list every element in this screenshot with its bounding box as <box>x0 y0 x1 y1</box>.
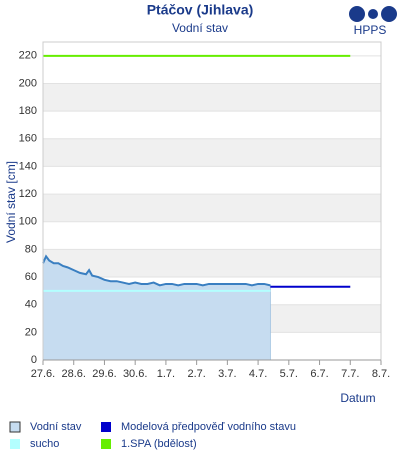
grid-band <box>43 194 381 222</box>
y-tick-label: 0 <box>31 354 37 366</box>
x-tick-label: 8.7. <box>372 368 390 380</box>
y-axis-label: Vodní stav [cm] <box>4 161 18 243</box>
chart-subtitle: Vodní stav <box>172 21 228 35</box>
x-tick-label: 2.7. <box>187 368 205 380</box>
logo-shape <box>349 6 365 22</box>
legend-item: sucho <box>10 438 59 450</box>
y-tick-label: 200 <box>19 77 37 89</box>
chart-title: Ptáčov (Jihlava) <box>147 2 254 18</box>
logo-text: HPPS <box>354 23 387 37</box>
grid-band <box>43 249 381 278</box>
logo: HPPS <box>349 6 397 37</box>
grid-band <box>43 83 381 112</box>
legend-swatch <box>101 439 111 449</box>
y-tick-label: 80 <box>25 243 37 255</box>
logo-shape <box>368 9 378 19</box>
legend-item: Vodní stav <box>9 421 82 433</box>
y-tick-label: 120 <box>19 188 37 200</box>
x-tick-label: 29.6. <box>92 368 116 380</box>
legend-label: 1.SPA (bdělost) <box>121 438 197 450</box>
legend-label: Vodní stav <box>30 421 82 433</box>
x-tick-label: 28.6. <box>61 368 85 380</box>
x-tick-label: 27.6. <box>31 368 55 380</box>
line <box>42 254 271 287</box>
legend-label: Modelová předpověď vodního stavu <box>121 421 296 433</box>
x-tick-label: 5.7. <box>280 368 298 380</box>
x-tick-label: 6.7. <box>310 368 328 380</box>
legend-item: 1.SPA (bdělost) <box>101 438 197 450</box>
y-tick-label: 180 <box>19 105 37 117</box>
y-tick-label: 60 <box>25 271 37 283</box>
grid-band <box>43 138 381 167</box>
logo-shape <box>381 6 397 22</box>
x-tick-label: 7.7. <box>341 368 359 380</box>
y-tick-label: 100 <box>19 216 37 228</box>
y-tick-label: 40 <box>25 299 37 311</box>
y-tick-label: 140 <box>19 160 37 172</box>
legend-label: sucho <box>30 438 59 450</box>
legend-swatch <box>9 421 21 433</box>
y-tick-label: 160 <box>19 133 37 145</box>
x-tick-label: 30.6. <box>123 368 147 380</box>
legend-swatch <box>10 439 20 449</box>
x-tick-label: 4.7. <box>249 368 267 380</box>
x-axis-label: Datum <box>340 391 375 405</box>
legend-swatch <box>101 422 111 432</box>
legend-item: Modelová předpověď vodního stavu <box>101 421 296 433</box>
x-tick-label: 1.7. <box>157 368 175 380</box>
y-tick-label: 220 <box>19 50 37 62</box>
x-tick-label: 3.7. <box>218 368 236 380</box>
y-tick-label: 20 <box>25 326 37 338</box>
